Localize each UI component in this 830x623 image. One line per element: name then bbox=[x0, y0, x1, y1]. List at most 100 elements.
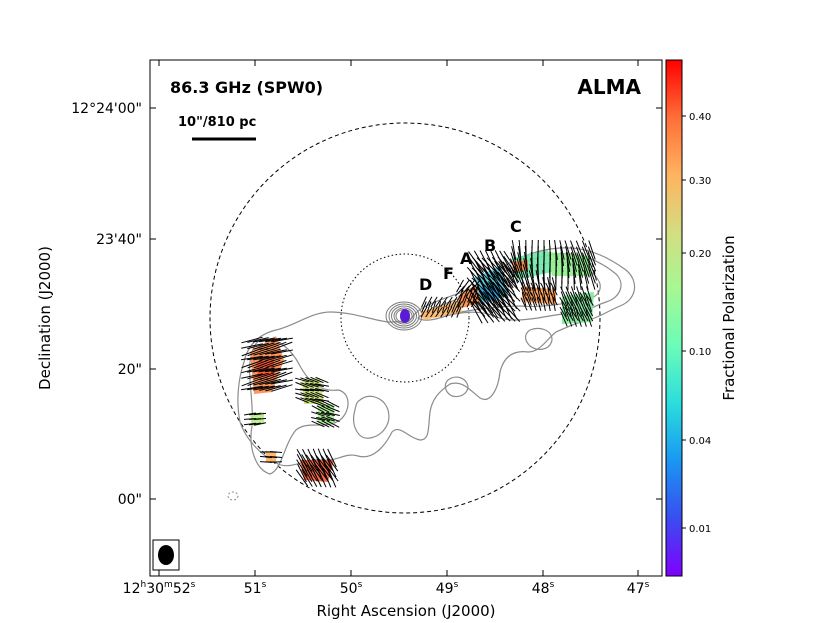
lobe-vector-mid bbox=[310, 382, 324, 388]
lobe-vector-mid bbox=[295, 392, 309, 398]
jet-vector-c bbox=[581, 252, 591, 272]
jet-vector-east bbox=[565, 291, 573, 307]
lobe-vector-southeast bbox=[320, 454, 334, 472]
jet-vector-c bbox=[571, 252, 577, 272]
y-tick-label-20: 20" bbox=[118, 362, 142, 378]
lobe-vector-west bbox=[265, 359, 287, 369]
lobe-vector-west bbox=[241, 377, 263, 387]
lobe-vector-southeast bbox=[322, 448, 332, 468]
lobe-vector-mid bbox=[315, 383, 329, 387]
jet-vector-ab bbox=[474, 290, 488, 314]
lobe-vector-west bbox=[247, 378, 269, 386]
scale-bar-label: 10"/810 pc bbox=[178, 115, 256, 130]
jet-vector-ab bbox=[499, 250, 513, 274]
jet-vector-c bbox=[565, 246, 571, 266]
lobe-vector-west bbox=[241, 336, 263, 344]
jet-vector-c bbox=[575, 246, 585, 266]
jet-vector-ab bbox=[482, 291, 500, 313]
jet-vector-c bbox=[587, 252, 597, 272]
jet-vector-c2 bbox=[536, 297, 542, 311]
jet-vector-ab bbox=[483, 280, 499, 304]
lobe-vector-west bbox=[253, 337, 275, 343]
jet-vector-c bbox=[570, 240, 578, 260]
jet-vector-d bbox=[421, 301, 427, 313]
y-axis-ticks bbox=[150, 107, 662, 500]
lobe-vector-west bbox=[265, 384, 287, 392]
jet-vector-east bbox=[579, 306, 589, 322]
lobe-vector-southeast bbox=[315, 454, 329, 472]
jet-vector-c2 bbox=[552, 297, 556, 311]
jet-vector-c bbox=[561, 269, 563, 291]
lobe-vector-southeast bbox=[312, 448, 322, 468]
lobe-vector-southeast bbox=[295, 469, 309, 487]
jet-vector-d bbox=[455, 301, 463, 313]
jet-vector-c2 bbox=[535, 292, 543, 306]
y-tick-label-23-40: 23'40" bbox=[96, 232, 142, 248]
jet-vector-f bbox=[457, 294, 463, 308]
jet-vector-east bbox=[569, 296, 579, 312]
jet-vector-east bbox=[569, 307, 579, 321]
lobe-vector-small bbox=[244, 412, 256, 416]
jet-vector-c bbox=[509, 264, 519, 284]
lobe-vector-southeast bbox=[320, 464, 334, 482]
jet-vector-ab bbox=[504, 295, 518, 319]
jet-vector-d bbox=[430, 296, 438, 308]
lobe-vector-west bbox=[271, 384, 293, 392]
jet-vector-east bbox=[561, 301, 567, 317]
frequency-label: 86.3 GHz (SPW0) bbox=[170, 78, 323, 97]
jet-vector-ab bbox=[488, 270, 504, 294]
lobe-vector-mid bbox=[300, 397, 314, 403]
inner-region-circle bbox=[340, 253, 470, 383]
jet-vector-c2 bbox=[545, 282, 553, 296]
jet-vector-c bbox=[510, 252, 518, 272]
polarization-vectors bbox=[241, 239, 597, 488]
lobe-vector-west bbox=[271, 371, 293, 381]
lobe-vector-mid bbox=[300, 377, 314, 383]
jet-vector-c bbox=[581, 240, 591, 260]
y-axis-title: Declination (J2000) bbox=[36, 246, 54, 390]
colorbar-tick-001: 0.01 bbox=[689, 524, 711, 535]
jet-vector-d bbox=[435, 296, 443, 308]
lobe-vector-small bbox=[249, 422, 261, 426]
lobe-vector-west bbox=[265, 379, 287, 385]
lobe-vector-southeast bbox=[317, 458, 327, 478]
lobe-vector-mid bbox=[315, 391, 329, 399]
jet-vector-d bbox=[446, 301, 452, 313]
jet-vector-c2 bbox=[552, 287, 556, 301]
jet-vector-ab bbox=[473, 300, 489, 324]
jet-vector-c bbox=[588, 264, 596, 284]
jet-vector-ab bbox=[493, 271, 509, 293]
lobe-vector-southeast bbox=[325, 454, 339, 472]
jet-vector-c bbox=[577, 264, 583, 284]
jet-vector-east bbox=[576, 311, 582, 327]
lobe-vector-west bbox=[247, 347, 269, 357]
jet-vector-c bbox=[587, 258, 597, 278]
jet-vector-f bbox=[454, 285, 466, 297]
jet-vector-f bbox=[456, 279, 464, 293]
lobe-vector-west bbox=[271, 354, 293, 362]
lobe-vector-west bbox=[247, 372, 269, 380]
lobe-vector-west bbox=[271, 360, 293, 368]
lobe-vector-small bbox=[253, 412, 267, 416]
jet-vector-c2 bbox=[542, 277, 546, 291]
jet-vector-east bbox=[564, 296, 574, 312]
jet-vector-d bbox=[445, 296, 453, 308]
jet-vector-c bbox=[516, 258, 524, 278]
primary-beam-circle bbox=[209, 122, 601, 514]
jet-vector-c bbox=[575, 240, 585, 260]
lobe-vector-west bbox=[247, 367, 269, 373]
lobe-vector-west bbox=[259, 385, 281, 391]
lobe-vector-west bbox=[247, 359, 269, 369]
image-content bbox=[209, 122, 636, 514]
x-tick-label-48: 48s bbox=[532, 580, 555, 597]
jet-vector-ab bbox=[504, 275, 518, 299]
jet-vector-c bbox=[576, 258, 584, 278]
jet-vector-c2 bbox=[520, 287, 528, 301]
jet-vector-f bbox=[456, 289, 464, 303]
colorbar-ticks bbox=[682, 115, 686, 529]
lobe-vector-mid bbox=[310, 388, 324, 392]
lobe-vector-mid2 bbox=[311, 405, 325, 413]
jet-vector-east bbox=[584, 306, 594, 322]
jet-vector-ab bbox=[491, 302, 511, 322]
